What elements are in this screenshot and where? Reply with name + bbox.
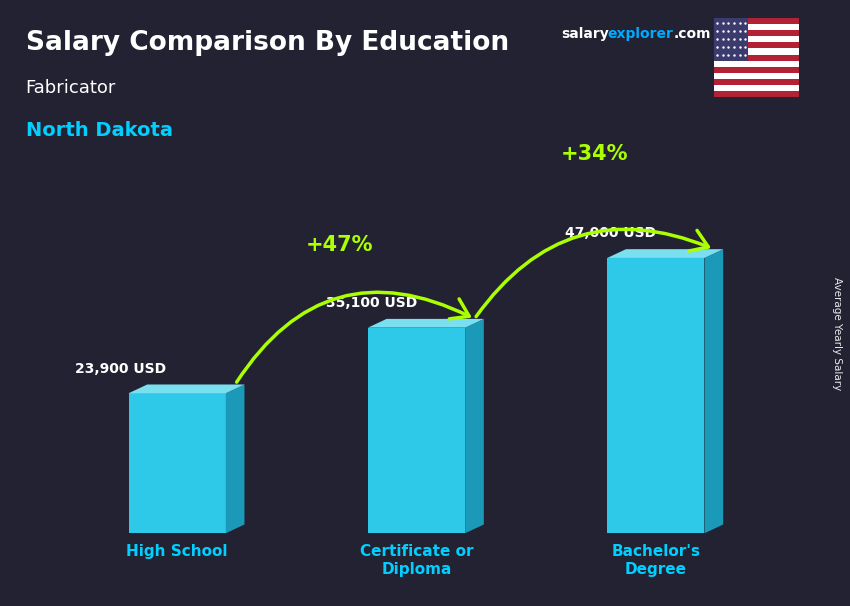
Text: Fabricator: Fabricator [26, 79, 116, 97]
Bar [714, 18, 748, 61]
Text: .com: .com [674, 27, 711, 41]
Bar [714, 91, 799, 97]
Polygon shape [226, 384, 245, 533]
Text: explorer: explorer [607, 27, 672, 41]
Text: 35,100 USD: 35,100 USD [326, 296, 417, 310]
Bar [714, 73, 799, 79]
Text: North Dakota: North Dakota [26, 121, 173, 140]
Text: Average Yearly Salary: Average Yearly Salary [832, 277, 842, 390]
Polygon shape [705, 249, 723, 533]
Polygon shape [607, 258, 705, 533]
Text: salary: salary [561, 27, 609, 41]
Polygon shape [465, 319, 484, 533]
Bar [714, 67, 799, 73]
Bar [714, 48, 799, 55]
Text: Salary Comparison By Education: Salary Comparison By Education [26, 30, 508, 56]
Bar [714, 30, 799, 36]
Bar [714, 24, 799, 30]
FancyArrowPatch shape [476, 229, 708, 316]
Polygon shape [128, 384, 245, 393]
Polygon shape [128, 393, 226, 533]
Bar [714, 18, 799, 24]
Bar [714, 42, 799, 48]
Bar [714, 36, 799, 42]
Text: +34%: +34% [560, 144, 628, 164]
Polygon shape [368, 319, 484, 328]
Bar [714, 79, 799, 85]
Bar [714, 85, 799, 91]
FancyArrowPatch shape [236, 292, 469, 382]
Text: +47%: +47% [306, 235, 374, 255]
Text: 23,900 USD: 23,900 USD [76, 362, 167, 376]
Polygon shape [607, 249, 723, 258]
Bar [714, 61, 799, 67]
Bar [714, 55, 799, 61]
Text: 47,000 USD: 47,000 USD [565, 227, 656, 241]
Polygon shape [368, 328, 465, 533]
